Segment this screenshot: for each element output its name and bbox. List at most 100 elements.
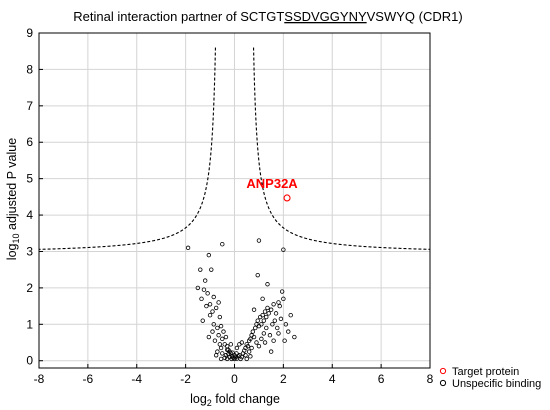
- unspecific-binding-point: [234, 351, 239, 356]
- unspecific-binding-point: [272, 318, 278, 323]
- unspecific-binding-point: [255, 318, 260, 323]
- unspecific-binding-point: [251, 307, 257, 312]
- y-tick-label: 7: [26, 99, 33, 113]
- unspecific-binding-point: [234, 345, 240, 351]
- unspecific-binding-point: [266, 311, 271, 316]
- unspecific-binding-point: [275, 325, 280, 331]
- unspecific-binding-point: [268, 349, 274, 354]
- unspecific-binding-point: [217, 342, 223, 347]
- unspecific-binding-point: [207, 313, 213, 318]
- unspecific-binding-point: [185, 245, 191, 251]
- x-tick-label: -2: [180, 372, 191, 386]
- annotations: ANP32A: [246, 176, 298, 191]
- unspecific-binding-point: [211, 322, 216, 327]
- unspecific-binding-point: [248, 336, 253, 342]
- unspecific-binding-point: [207, 302, 213, 307]
- unspecific-binding-point: [224, 347, 230, 352]
- legend-marker-unspecific: [439, 379, 447, 387]
- unspecific-binding-point: [226, 351, 231, 357]
- unspecific-binding-point: [283, 322, 289, 327]
- unspecific-binding-point: [278, 316, 284, 322]
- target-protein-point: [283, 194, 291, 202]
- unspecific-binding-point: [248, 354, 253, 359]
- x-tick-label: 2: [280, 372, 287, 386]
- unspecific-binding-point: [292, 334, 297, 340]
- unspecific-binding-point: [212, 338, 218, 343]
- unspecific-binding-point: [220, 241, 225, 247]
- unspecific-binding-point: [271, 302, 276, 307]
- unspecific-binding-point: [230, 350, 235, 355]
- unspecific-binding-point: [253, 325, 258, 331]
- unspecific-binding-point: [260, 296, 265, 302]
- unspecific-binding-point: [281, 296, 286, 302]
- unspecific-binding-point: [265, 282, 270, 287]
- unspecific-binding-point: [202, 278, 208, 283]
- unspecific-binding-point: [256, 238, 262, 243]
- unspecific-binding-point: [218, 356, 224, 362]
- unspecific-binding-point: [246, 349, 252, 354]
- y-tick-label: 3: [26, 244, 33, 258]
- chart-title: Retinal interaction partner of SCTGTSSDV…: [73, 9, 462, 24]
- unspecific-binding-point: [195, 285, 201, 291]
- unspecific-binding-point: [213, 353, 219, 358]
- y-tick-label: 6: [26, 135, 33, 149]
- unspecific-binding-point: [265, 305, 270, 311]
- unspecific-binding-point: [255, 272, 260, 278]
- x-tick-label: -8: [34, 372, 45, 386]
- annotation-label: ANP32A: [246, 176, 298, 191]
- x-axis-ticks: -8 -6 -4 -2 0 2 4 6 8: [34, 364, 434, 386]
- unspecific-binding-point: [223, 334, 229, 340]
- y-tick-label: 4: [26, 208, 33, 222]
- unspecific-binding-point: [239, 354, 245, 360]
- x-tick-label: 4: [329, 372, 336, 386]
- x-tick-label: -6: [83, 372, 94, 386]
- unspecific-binding-point: [267, 333, 273, 338]
- unspecific-binding-point: [224, 356, 230, 362]
- unspecific-binding-point: [251, 334, 257, 340]
- x-tick-label: 6: [378, 372, 385, 386]
- unspecific-binding-point: [220, 336, 225, 342]
- x-axis-label: log2 fold change: [190, 392, 280, 408]
- unspecific-binding-point: [223, 353, 229, 358]
- data-points: [185, 194, 297, 362]
- unspecific-binding-point: [209, 267, 214, 272]
- unspecific-binding-point: [215, 325, 220, 331]
- unspecific-binding-point: [243, 353, 248, 358]
- unspecific-binding-point: [276, 300, 281, 305]
- unspecific-binding-point: [213, 305, 219, 311]
- unspecific-binding-point: [228, 342, 234, 347]
- threshold-curve-right: [253, 47, 431, 250]
- y-tick-label: 0: [26, 354, 33, 368]
- unspecific-binding-point: [239, 340, 245, 345]
- unspecific-binding-point: [259, 336, 264, 342]
- unspecific-binding-point: [279, 289, 285, 294]
- unspecific-binding-point: [270, 322, 275, 327]
- unspecific-binding-point: [218, 345, 224, 351]
- unspecific-binding-point: [216, 333, 221, 338]
- unspecific-binding-point: [220, 351, 225, 356]
- unspecific-binding-point: [201, 287, 207, 292]
- unspecific-binding-point: [271, 338, 276, 343]
- x-tick-label: 8: [427, 372, 434, 386]
- unspecific-binding-point: [244, 356, 249, 362]
- legend-label-target: Target protein: [452, 366, 519, 378]
- legend: Target protein Unspecific binding: [439, 366, 541, 390]
- unspecific-binding-point: [250, 329, 256, 334]
- unspecific-binding-point: [256, 343, 262, 349]
- y-axis-label: log10 adjusted P value: [5, 138, 21, 260]
- unspecific-binding-point: [217, 314, 223, 320]
- unspecific-binding-point: [288, 313, 293, 318]
- unspecific-binding-point: [206, 252, 212, 258]
- y-tick-label: 9: [26, 26, 33, 40]
- unspecific-binding-point: [205, 291, 210, 296]
- unspecific-binding-point: [260, 313, 265, 318]
- unspecific-binding-point: [210, 309, 215, 314]
- y-axis-ticks: 0 1 2 3 4 5 6 7 8 9: [26, 26, 43, 368]
- unspecific-binding-point: [264, 325, 269, 331]
- unspecific-binding-point: [206, 334, 212, 340]
- legend-marker-target: [439, 367, 447, 375]
- unspecific-binding-point: [273, 311, 279, 316]
- y-tick-label: 8: [26, 62, 33, 76]
- unspecific-binding-point: [282, 338, 287, 343]
- unspecific-binding-point: [221, 329, 226, 334]
